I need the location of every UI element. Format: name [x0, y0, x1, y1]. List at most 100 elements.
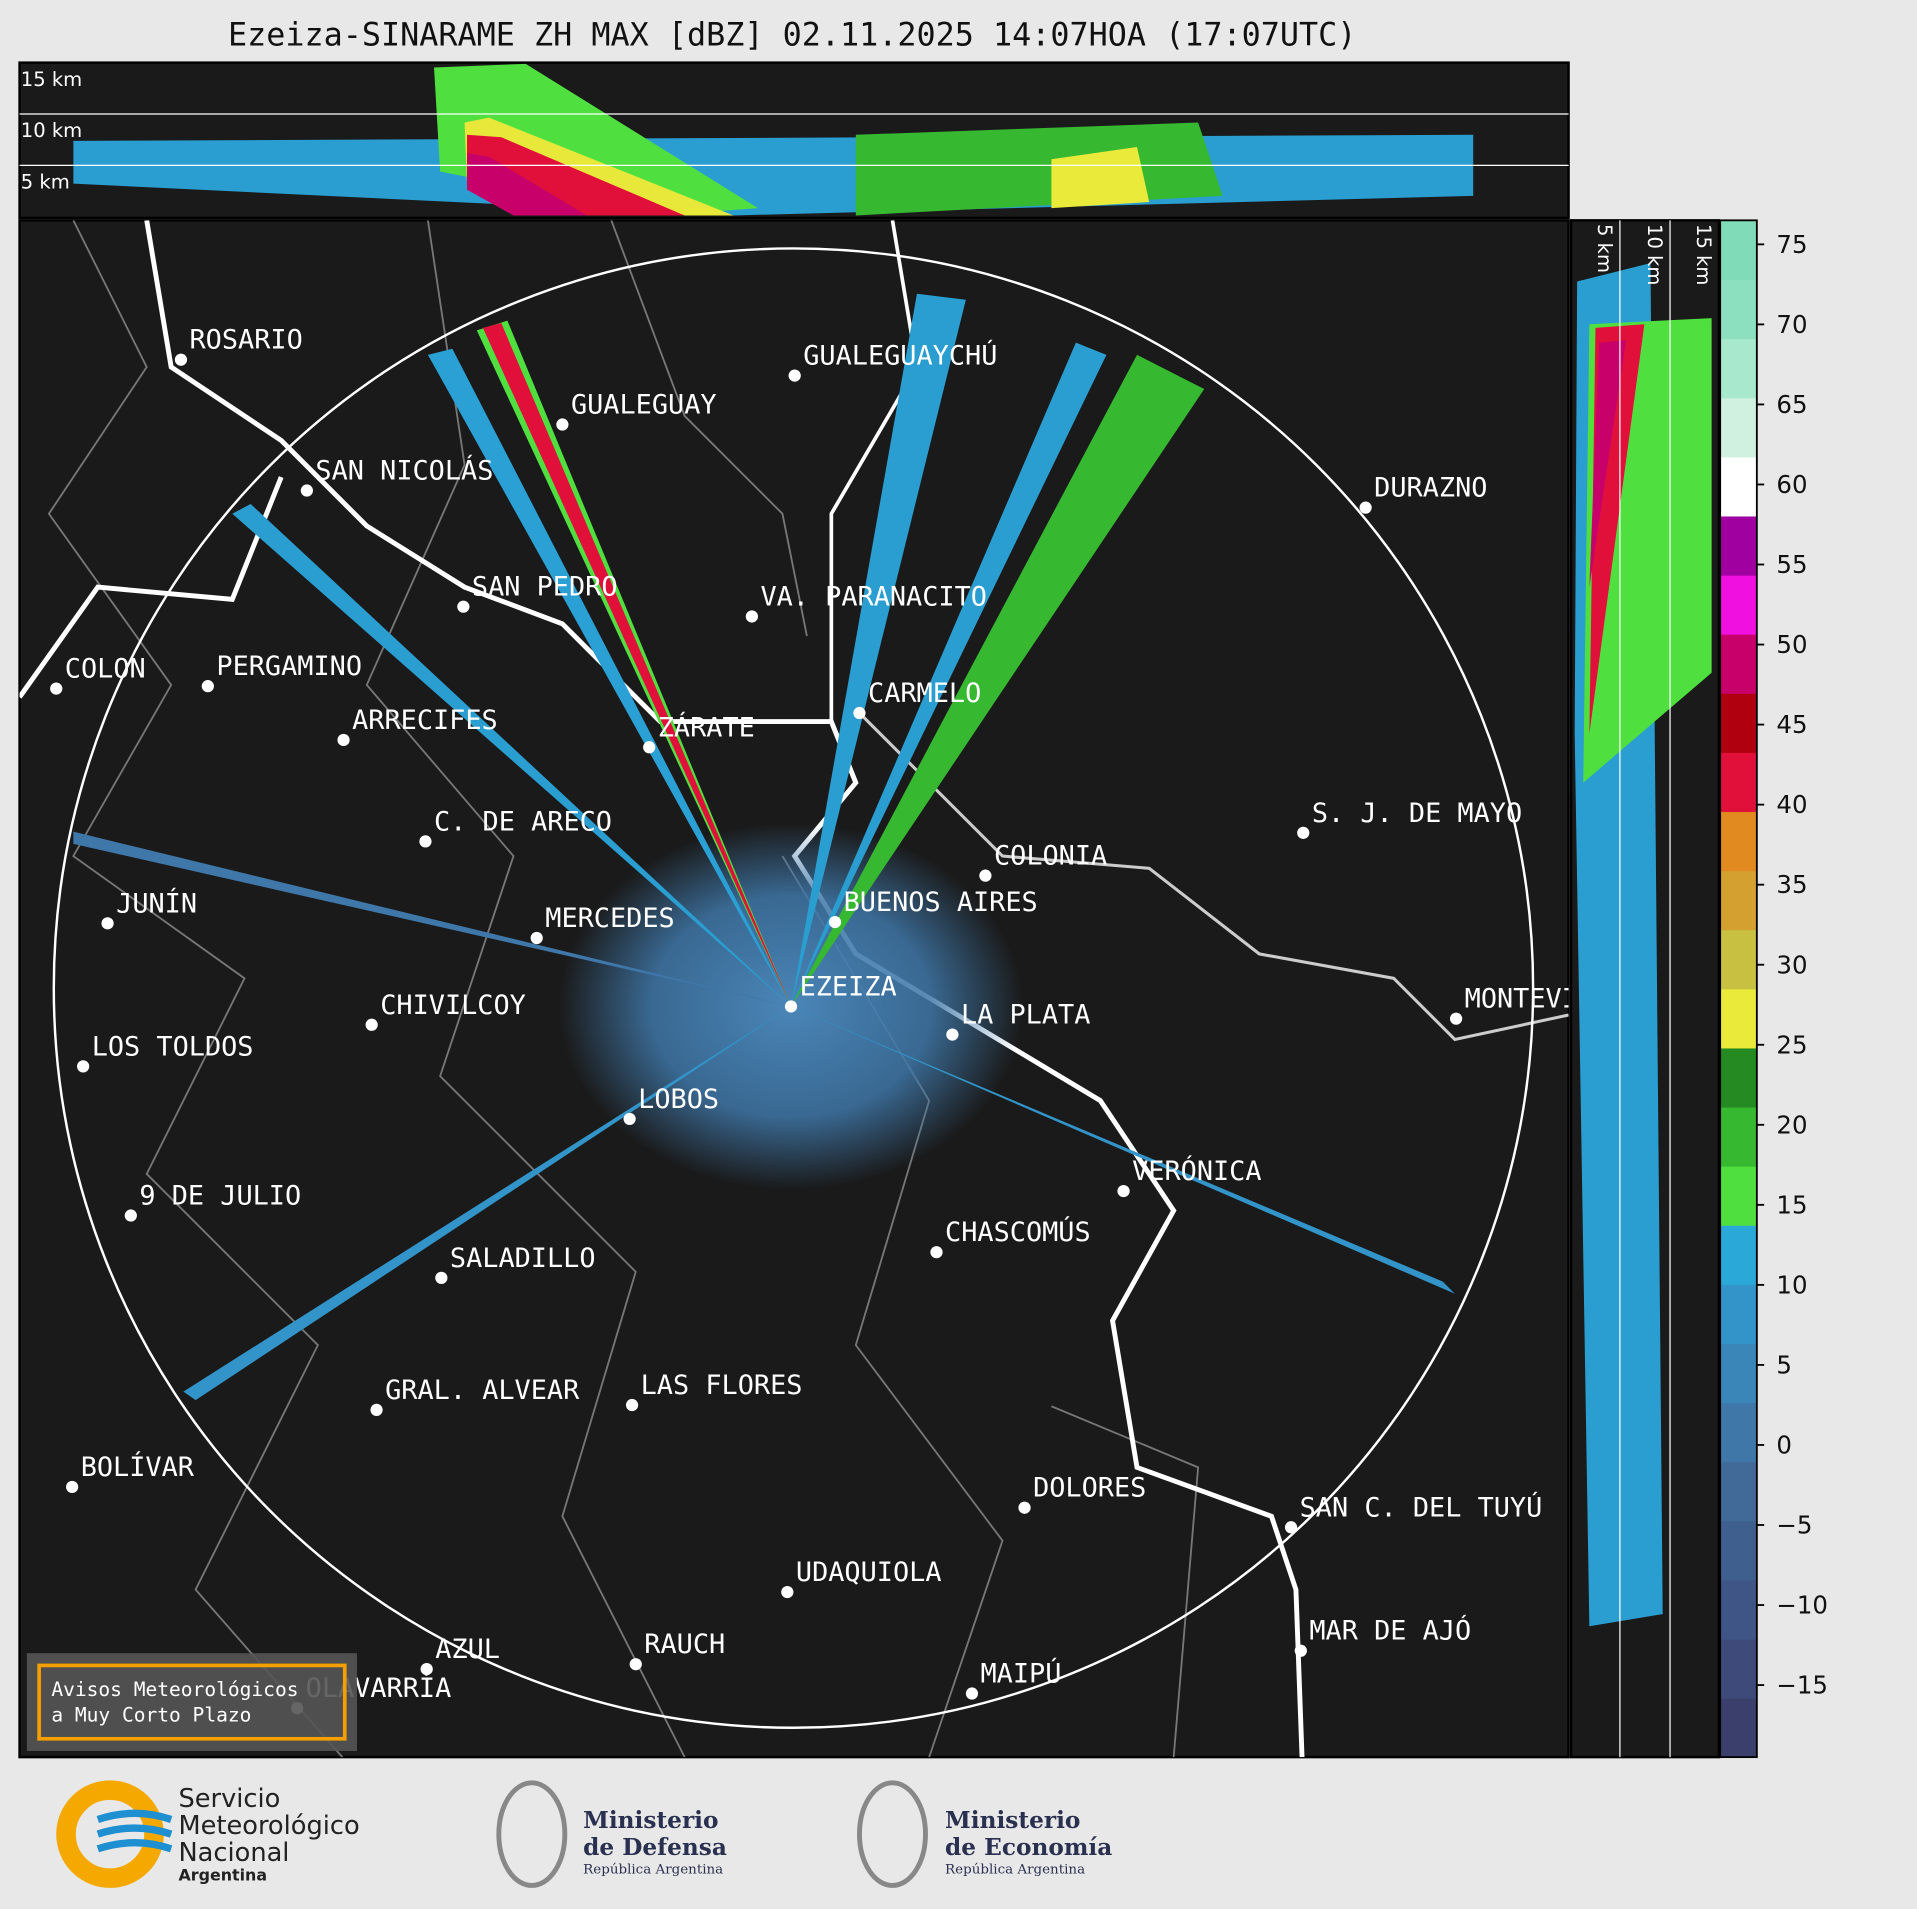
- colorbar-segment: [1720, 1579, 1757, 1640]
- colorbar-segment: [1720, 456, 1757, 517]
- colorbar-segment: [1720, 988, 1757, 1049]
- logo-text: Meteorológico: [178, 1811, 359, 1841]
- city-label: S. J. DE MAYO: [1312, 798, 1522, 829]
- logo-text: de Economía: [945, 1834, 1112, 1861]
- colorbar-tick-label: 75: [1776, 230, 1807, 259]
- logo-text: Ministerio: [945, 1807, 1080, 1834]
- height-label: 5 km: [1593, 224, 1616, 273]
- colorbar-segment: [1720, 1343, 1757, 1404]
- colorbar-segment: [1720, 1402, 1757, 1463]
- city-dot: [370, 1403, 383, 1417]
- city-dot: [1359, 501, 1372, 514]
- logo-text: Ministerio: [583, 1807, 718, 1834]
- colorbar-tick-label: 20: [1776, 1110, 1807, 1139]
- city-label: MAIPÚ: [981, 1658, 1062, 1690]
- city-dot: [101, 917, 114, 930]
- logo-text: República Argentina: [945, 1862, 1085, 1877]
- city-label: ROSARIO: [189, 325, 302, 356]
- city-dot: [784, 1000, 798, 1013]
- city-label: SAN NICOLÁS: [315, 455, 493, 487]
- colorbar-tick-label: 25: [1776, 1030, 1807, 1059]
- city-dot: [1294, 1644, 1307, 1657]
- warning-frame[interactable]: [37, 1663, 347, 1741]
- city-label: ARRECIFES: [352, 705, 498, 736]
- colorbar-segment: [1720, 752, 1757, 813]
- colorbar-tick-label: 5: [1776, 1350, 1792, 1379]
- warning-box: [26, 1653, 357, 1752]
- colorbar-tick-label: 45: [1776, 710, 1807, 739]
- city-dot: [420, 1662, 433, 1676]
- colorbar-tick-label: 40: [1776, 790, 1807, 819]
- colorbar-segment: [1720, 397, 1757, 458]
- city-dot: [174, 353, 188, 366]
- city-label: DURAZNO: [1374, 473, 1487, 504]
- colorbar-segment: [1720, 929, 1757, 990]
- city-label: LAS FLORES: [641, 1370, 803, 1401]
- city-label: AZUL: [435, 1634, 500, 1665]
- city-dot: [946, 1028, 959, 1041]
- city-dot: [77, 1060, 90, 1073]
- coast: [854, 708, 1569, 1042]
- city-dot: [530, 931, 543, 945]
- city-label: C. DE ARECO: [434, 806, 612, 837]
- city-label: GRAL. ALVEAR: [385, 1375, 580, 1406]
- side-echoes: [1574, 263, 1712, 1627]
- city-label: UDAQUIOLA: [796, 1557, 942, 1588]
- logo-text: Servicio: [178, 1784, 280, 1814]
- colorbar-segment: [1720, 1698, 1757, 1758]
- colorbar-segment: [1720, 220, 1757, 281]
- city-dot: [965, 1687, 979, 1700]
- colorbar-tick-label: 0: [1776, 1431, 1792, 1460]
- colorbar-tick-label: 65: [1776, 390, 1807, 419]
- city-dot: [419, 835, 432, 848]
- city-dot: [979, 869, 992, 882]
- smn-logo-waves: [96, 1809, 173, 1853]
- colorbar-segment: [1720, 1520, 1757, 1581]
- height-label: 10 km: [21, 119, 82, 142]
- colorbar-segment: [1720, 1225, 1757, 1285]
- city-label: ZÁRATE: [658, 711, 755, 743]
- height-label: 5 km: [21, 171, 70, 194]
- colorbar-segment: [1720, 1166, 1757, 1226]
- title: Ezeiza-SINARAME ZH MAX [dBZ] 02.11.2025 …: [228, 18, 1356, 54]
- height-label: 15 km: [21, 68, 82, 91]
- city-label: SAN C. DEL TUYÚ: [1300, 1491, 1543, 1523]
- colorbar-segment: [1720, 1461, 1757, 1522]
- range-ring: [52, 247, 1535, 1730]
- city-label: GUALEGUAYCHÚ: [803, 340, 997, 372]
- city-dot: [50, 682, 63, 695]
- city-label: RAUCH: [644, 1629, 725, 1660]
- city-dot: [1284, 1521, 1298, 1534]
- colorbar-segment: [1720, 1638, 1757, 1699]
- top-echoes: [73, 63, 1474, 216]
- city-label: SAN PEDRO: [472, 572, 618, 603]
- city-dot: [930, 1246, 943, 1259]
- warning-text: Avisos Meteorológicos: [51, 1678, 298, 1701]
- border: [19, 476, 284, 699]
- city-label: LOBOS: [638, 1084, 719, 1115]
- colorbar-segment: [1720, 693, 1757, 753]
- city-label: PERGAMINO: [216, 651, 362, 682]
- city-dot: [365, 1018, 378, 1031]
- colorbar-segment: [1720, 338, 1757, 399]
- logo-text: Argentina: [178, 1866, 267, 1885]
- coat-of-arms: [857, 1780, 928, 1888]
- colorbar-segment: [1720, 279, 1757, 340]
- city-label: GUALEGUAY: [571, 390, 717, 421]
- city-dot: [788, 369, 801, 382]
- colorbar-tick-label: 70: [1776, 310, 1807, 339]
- city-label: LA PLATA: [961, 1000, 1090, 1031]
- city-dot: [1018, 1501, 1031, 1514]
- city-label: VA. PARANACITO: [760, 581, 987, 612]
- colorbar-tick-label: 10: [1776, 1270, 1807, 1299]
- colorbar-segment: [1720, 1106, 1757, 1167]
- city-dot: [556, 418, 569, 431]
- colorbar-tick-label: 35: [1776, 870, 1807, 899]
- footer: Servicio Meteorológico Nacional Argentin…: [56, 1780, 1112, 1888]
- echoes: [73, 293, 1455, 1401]
- city-dot: [1297, 826, 1310, 839]
- colorbar-tick-label: −15: [1776, 1671, 1828, 1700]
- city-dot: [1117, 1184, 1130, 1198]
- colorbar-segment: [1720, 634, 1757, 694]
